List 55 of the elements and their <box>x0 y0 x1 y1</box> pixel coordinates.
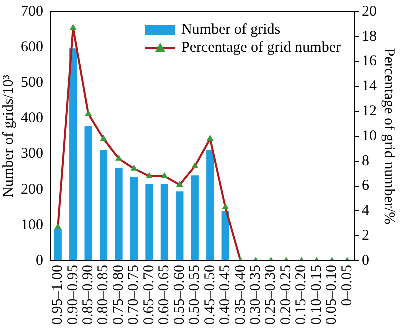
x-tick-label: 0.35–0.40 <box>232 265 249 325</box>
x-tick-label: 0.50–0.55 <box>187 265 204 325</box>
y2-tick-label: 0 <box>362 252 370 269</box>
legend-label: Percentage of grid number <box>181 40 342 56</box>
y2-tick-label: 4 <box>362 203 370 220</box>
x-tick-label: 0.40–0.45 <box>218 265 234 325</box>
bar <box>130 177 138 261</box>
x-tick-label: 0.20–0.25 <box>278 265 294 325</box>
y-tick-label: 700 <box>21 4 44 20</box>
y-axis-title: Number of grids/10³ <box>0 74 17 198</box>
bar <box>191 176 199 261</box>
x-tick-label: 0.60–0.65 <box>156 265 173 325</box>
bar <box>84 126 92 261</box>
y-tick-label: 600 <box>21 40 44 56</box>
bar <box>146 184 154 261</box>
x-tick-label: 0.30–0.35 <box>248 265 264 325</box>
y-tick-label: 500 <box>21 75 44 92</box>
x-tick-label: 0–0.05 <box>339 265 356 306</box>
x-tick-label: 0.15–0.20 <box>294 265 310 325</box>
x-tick-label: 0.05–0.10 <box>324 265 340 325</box>
x-tick-label: 0.45–0.50 <box>202 265 218 325</box>
y2-tick-label: 2 <box>362 228 370 244</box>
x-tick-label: 0.80–0.85 <box>96 265 112 325</box>
x-tick-label: 0.70–0.75 <box>126 265 142 325</box>
x-tick-label: 0.65–0.70 <box>141 265 158 325</box>
y2-tick-label: 12 <box>362 104 377 120</box>
bar <box>115 168 123 261</box>
bar <box>54 228 62 261</box>
x-tick-label: 0.75–0.80 <box>110 265 127 325</box>
y2-tick-label: 14 <box>362 78 378 95</box>
bar <box>222 211 230 261</box>
bar <box>70 48 78 261</box>
x-tick-label: 0.85–0.90 <box>80 265 96 325</box>
y2-tick-label: 18 <box>362 28 377 45</box>
y2-tick-label: 8 <box>362 153 370 170</box>
y-tick-label: 200 <box>21 182 44 198</box>
bar <box>206 150 214 261</box>
x-tick-label: 0.90–0.95 <box>65 265 82 325</box>
y-tick-label: 100 <box>21 217 44 234</box>
x-tick-label: 0.55–0.60 <box>172 265 188 325</box>
x-tick-label: 0.10–0.15 <box>308 265 325 325</box>
x-tick-label: 0.95–1.00 <box>50 265 66 325</box>
y-tick-label: 400 <box>21 110 44 127</box>
bar <box>100 150 108 261</box>
y2-tick-label: 20 <box>362 4 377 20</box>
legend-label: Number of grids <box>181 22 281 38</box>
bar <box>160 184 168 261</box>
y-tick-label: 0 <box>36 252 44 269</box>
bar <box>176 192 184 261</box>
y2-axis-title: Percentage of grid number/% <box>381 48 398 225</box>
y2-tick-label: 6 <box>362 178 370 194</box>
y2-tick-label: 16 <box>362 54 378 70</box>
y2-tick-label: 10 <box>362 128 377 144</box>
x-tick-label: 0.25–0.30 <box>263 265 280 325</box>
y-tick-label: 300 <box>21 146 44 162</box>
